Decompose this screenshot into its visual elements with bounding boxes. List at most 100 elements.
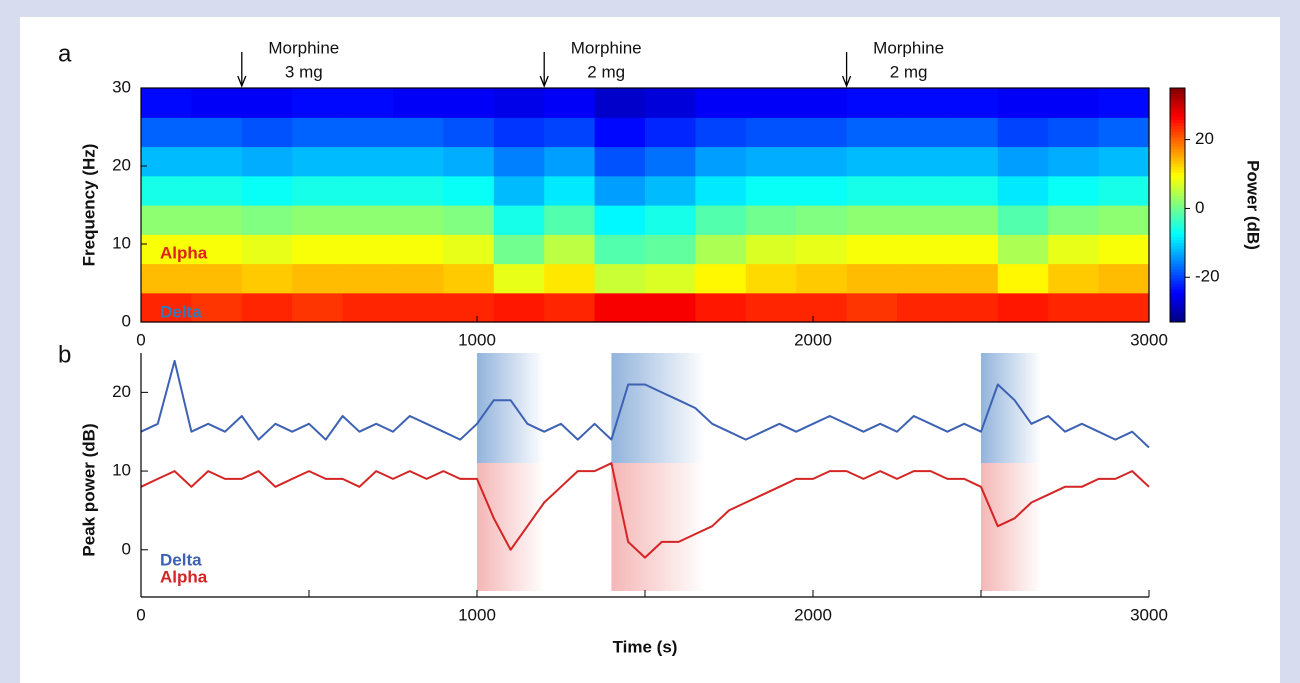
- y-tick-label: 30: [112, 77, 131, 96]
- heat-cell: [947, 205, 999, 235]
- heat-cell: [393, 205, 444, 235]
- band-label: Alpha: [160, 243, 208, 262]
- arrow-head: [539, 75, 549, 88]
- colorbar-step: [1170, 149, 1185, 153]
- heat-cell: [645, 263, 696, 294]
- heat-cell: [594, 88, 646, 118]
- heat-cell: [1048, 263, 1100, 294]
- heat-cell: [796, 117, 848, 148]
- x-axis-label: Time (s): [613, 637, 678, 656]
- heat-cell: [846, 205, 898, 235]
- heat-cell: [443, 234, 495, 265]
- heat-cell: [1048, 292, 1100, 323]
- colorbar-step: [1170, 310, 1185, 314]
- colorbar-step: [1170, 240, 1185, 244]
- heat-cell: [846, 263, 898, 294]
- heat-cell: [292, 88, 344, 118]
- heat-cell: [443, 146, 495, 177]
- heat-cell: [191, 263, 243, 294]
- heat-cell: [141, 263, 192, 294]
- colorbar-step: [1170, 137, 1185, 142]
- colorbar-step: [1170, 105, 1185, 109]
- heat-cell: [141, 146, 192, 177]
- y-tick-label: 10: [112, 461, 131, 480]
- heat-cell: [846, 88, 898, 118]
- heat-cell: [393, 117, 444, 148]
- heat-cell: [594, 263, 646, 294]
- heat-cell: [1098, 263, 1150, 294]
- colorbar-step: [1170, 234, 1185, 238]
- colorbar-step: [1170, 219, 1185, 224]
- heat-cell: [594, 175, 646, 206]
- heat-cell: [493, 175, 545, 206]
- colorbar-step: [1170, 202, 1185, 206]
- heat-cell: [191, 88, 243, 118]
- colorbar-step: [1170, 266, 1185, 270]
- colorbar-step: [1170, 243, 1185, 247]
- heat-cell: [342, 234, 394, 265]
- legend-label: Alpha: [160, 567, 208, 586]
- colorbar-step: [1170, 231, 1185, 235]
- x-tick-label: 3000: [1130, 605, 1168, 624]
- colorbar-step: [1170, 263, 1185, 267]
- annotation-text: Morphine: [873, 38, 944, 57]
- colorbar-step: [1170, 178, 1185, 183]
- heat-cell: [1098, 292, 1150, 323]
- colorbar-step: [1170, 93, 1185, 98]
- heat-cell: [443, 292, 495, 323]
- y-axis-label: Peak power (dB): [79, 423, 98, 556]
- heat-cell: [443, 175, 495, 206]
- heat-cell: [645, 205, 696, 235]
- heat-cell: [997, 117, 1049, 148]
- heat-cell: [1048, 146, 1100, 177]
- colorbar-tick-label: 0: [1195, 198, 1204, 217]
- heat-cell: [695, 234, 747, 265]
- colorbar-step: [1170, 172, 1185, 177]
- heat-cell: [997, 88, 1049, 118]
- colorbar-step: [1170, 228, 1185, 232]
- plot-frame: [140, 87, 1150, 323]
- heat-cell: [342, 117, 394, 148]
- colorbar-step: [1170, 292, 1185, 297]
- colorbar-step: [1170, 90, 1185, 95]
- heat-cell: [393, 175, 444, 206]
- heat-cell: [191, 117, 243, 148]
- heat-cell: [695, 146, 747, 177]
- heat-cell: [796, 292, 848, 323]
- heat-cell: [292, 234, 344, 265]
- heat-cell: [997, 292, 1049, 323]
- colorbar-step: [1170, 205, 1185, 209]
- heat-cell: [393, 88, 444, 118]
- colorbar-step: [1170, 158, 1185, 162]
- heat-cell: [796, 88, 848, 118]
- heat-cell: [1098, 88, 1150, 118]
- heat-cell: [897, 234, 948, 265]
- colorbar-step: [1170, 295, 1185, 300]
- colorbar-tick-label: 20: [1195, 129, 1214, 148]
- colorbar-step: [1170, 102, 1185, 107]
- heat-cell: [846, 175, 898, 206]
- colorbar-step: [1170, 161, 1185, 165]
- colorbar-step: [1170, 213, 1185, 218]
- heat-cell: [645, 292, 696, 323]
- heat-cell: [745, 292, 797, 323]
- colorbar-step: [1170, 120, 1185, 124]
- heat-cell: [191, 175, 243, 206]
- shade-alpha: [477, 463, 545, 591]
- x-tick-label: 1000: [458, 330, 496, 349]
- annotation-text: 2 mg: [587, 62, 625, 81]
- colorbar-step: [1170, 301, 1185, 305]
- annotation-text: Morphine: [268, 38, 339, 57]
- heat-cell: [745, 117, 797, 148]
- heat-cell: [191, 205, 243, 235]
- y-tick-label: 20: [112, 155, 131, 174]
- heat-cell: [897, 175, 948, 206]
- colorbar-step: [1170, 175, 1185, 180]
- series-line: [140, 462, 1150, 559]
- heat-cell: [997, 146, 1049, 177]
- heat-cell: [544, 205, 596, 235]
- annotation-text: 2 mg: [890, 62, 928, 81]
- heat-cell: [796, 146, 848, 177]
- heat-cell: [544, 292, 596, 323]
